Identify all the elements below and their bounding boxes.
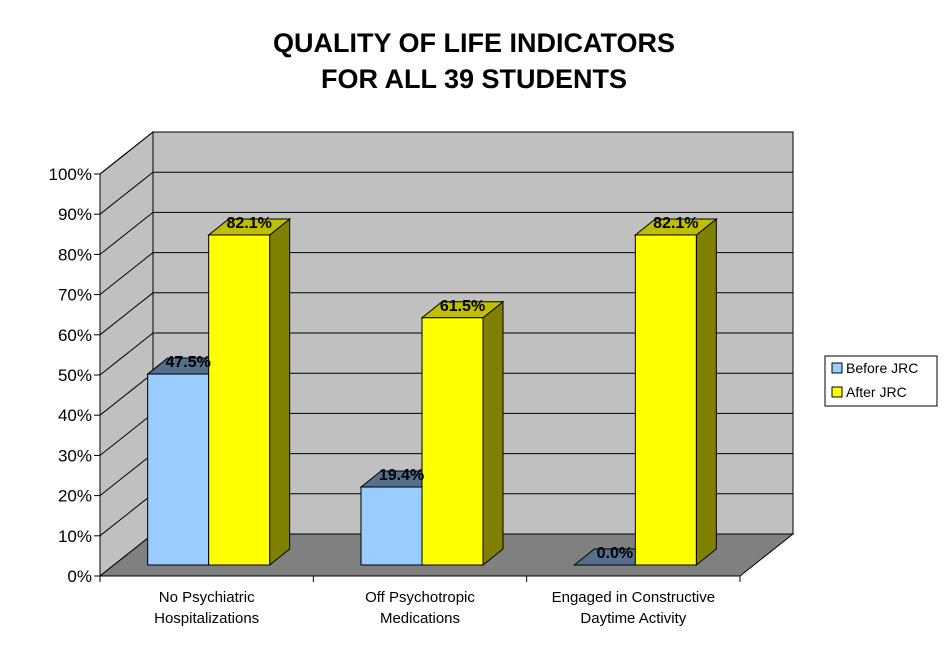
y-tick-label: 60% bbox=[58, 326, 92, 345]
data-labels: 47.5% 82.1% 19.4% 61.5% 0.0% 82.1% bbox=[165, 215, 698, 562]
x-tick-label-line: Daytime Activity bbox=[580, 610, 686, 627]
x-tick-label-line: Off Psychotropic bbox=[365, 589, 475, 606]
y-tick-label: 40% bbox=[58, 406, 92, 425]
legend-label: Before JRC bbox=[846, 360, 918, 376]
bar-front bbox=[208, 234, 271, 566]
y-tick-label: 0% bbox=[67, 567, 92, 586]
data-label: 82.1% bbox=[226, 215, 271, 232]
x-tick-label-line: Engaged in Constructive bbox=[552, 589, 715, 606]
bar-after-jrc bbox=[420, 300, 505, 567]
x-tick-label-line: Hospitalizations bbox=[154, 610, 259, 627]
bar-after-jrc bbox=[633, 217, 718, 567]
data-label: 82.1% bbox=[653, 215, 698, 232]
y-tick-label: 10% bbox=[58, 527, 92, 546]
x-tick-label-line: No Psychiatric bbox=[159, 589, 255, 606]
chart-title-line-2: FOR ALL 39 STUDENTS bbox=[321, 64, 627, 94]
gridline bbox=[99, 332, 793, 376]
legend-swatch bbox=[831, 362, 843, 374]
legend-swatch bbox=[831, 386, 843, 398]
chart-title-line-1: QUALITY OF LIFE INDICATORS bbox=[273, 28, 675, 58]
data-label: 47.5% bbox=[165, 354, 210, 371]
gridline bbox=[99, 171, 793, 215]
data-label: 19.4% bbox=[379, 467, 424, 484]
bar-after-jrc bbox=[207, 217, 292, 567]
bar-side bbox=[269, 217, 291, 567]
data-label: 0.0% bbox=[597, 545, 633, 562]
x-tick-label: Engaged in Constructive Daytime Activity bbox=[552, 589, 715, 627]
gridline bbox=[99, 211, 793, 255]
gridline bbox=[99, 252, 793, 295]
y-tick-label: 100% bbox=[49, 165, 92, 184]
y-tick-label: 50% bbox=[58, 366, 92, 385]
y-tick-label: 70% bbox=[58, 286, 92, 305]
gridline bbox=[99, 292, 793, 336]
bar-front bbox=[634, 234, 697, 566]
bar-side bbox=[695, 217, 717, 567]
bar-front bbox=[421, 317, 484, 566]
bar-front bbox=[147, 373, 210, 566]
legend-label: After JRC bbox=[846, 384, 907, 400]
y-tick-label: 80% bbox=[58, 245, 92, 264]
x-tick-label: Off Psychotropic Medications bbox=[365, 589, 475, 627]
x-tick-label: No Psychiatric Hospitalizations bbox=[154, 589, 259, 627]
chart-title: QUALITY OF LIFE INDICATORS FOR ALL 39 ST… bbox=[273, 28, 675, 94]
data-label: 61.5% bbox=[440, 298, 485, 315]
bar-front bbox=[360, 486, 423, 566]
x-tick-label-line: Medications bbox=[380, 610, 460, 627]
legend: Before JRC After JRC bbox=[824, 355, 938, 407]
y-tick-label: 20% bbox=[58, 487, 92, 506]
y-tick-label: 90% bbox=[58, 205, 92, 224]
gridline bbox=[99, 131, 793, 175]
legend-box bbox=[824, 355, 938, 407]
bar-side bbox=[482, 300, 504, 567]
axes: 0% 10% 20% 30% 40% 50% 60% 70% 80% 90% 100% No Psyc… bbox=[49, 165, 741, 627]
bars bbox=[146, 217, 718, 567]
y-tick-label: 30% bbox=[58, 446, 92, 465]
